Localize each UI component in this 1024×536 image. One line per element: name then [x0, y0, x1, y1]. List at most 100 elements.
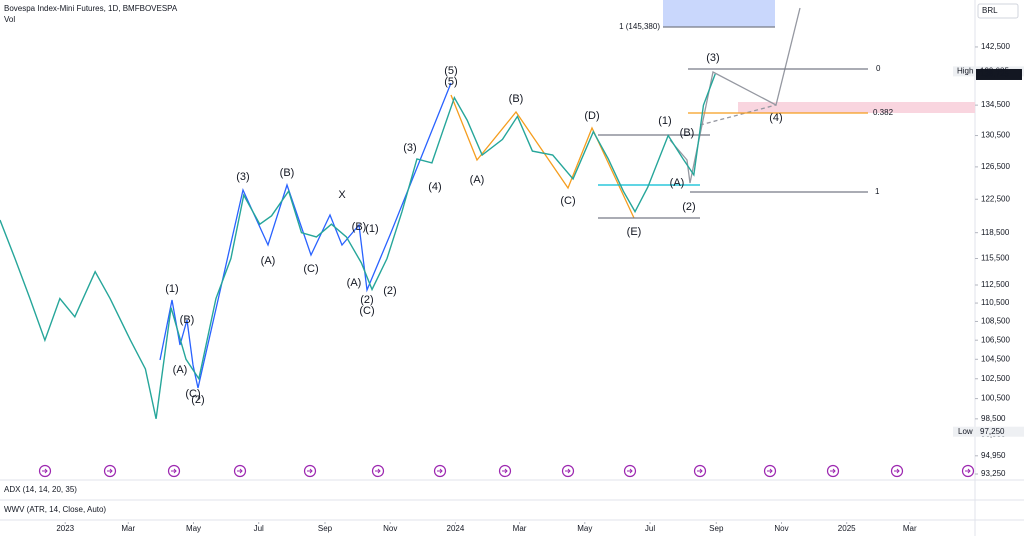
wave-label: (B): [680, 127, 695, 139]
wave-label: X: [338, 189, 346, 201]
x-tick-label: Mar: [903, 524, 917, 533]
last-price-box: [976, 68, 1022, 80]
event-icon: [437, 468, 443, 474]
wave-label: (B): [280, 167, 295, 179]
wave-label: (C): [359, 305, 374, 317]
projection-line: [669, 7, 801, 184]
x-tick-label: Mar: [121, 524, 135, 533]
y-tick-label: 100,500: [981, 394, 1010, 403]
x-tick-label: Nov: [383, 524, 397, 533]
wave-label: (C): [185, 388, 200, 400]
event-icon: [894, 468, 900, 474]
event-icon: [830, 468, 836, 474]
x-tick-label: 2023: [56, 524, 74, 533]
fib-label: 1 (145,380): [619, 22, 660, 31]
y-tick-label: 115,500: [981, 254, 1010, 263]
currency-box: [977, 3, 1019, 19]
event-icon: [42, 468, 48, 474]
projection-line: [699, 104, 777, 126]
wave-label: (B): [509, 93, 524, 105]
wave-label: (D): [584, 110, 599, 122]
x-tick-label: Mar: [513, 524, 527, 533]
low-box: [953, 426, 1024, 437]
wave-label: (2): [383, 285, 396, 297]
y-tick-label: 108,500: [981, 317, 1010, 326]
y-tick-label: 118,500: [981, 228, 1010, 237]
currency: BRL: [982, 6, 998, 15]
wave-label: (E): [627, 226, 642, 238]
wave-label: (3): [706, 52, 719, 64]
target-box: [663, 0, 775, 27]
x-tick-label: 2025: [838, 524, 856, 533]
y-tick-label: 98,500: [981, 414, 1006, 423]
wave-label: (5): [444, 65, 457, 77]
wave-label: (3): [236, 171, 249, 183]
y-tick-label: 112,500: [981, 280, 1010, 289]
y-tick-label: 142,500: [981, 42, 1010, 51]
wave-label: (A): [347, 277, 362, 289]
y-tick-label: 102,500: [981, 374, 1010, 383]
wave-label: (C): [560, 195, 575, 207]
wave-label: (B): [180, 314, 195, 326]
y-tick-label: 104,500: [981, 354, 1010, 363]
wave-label: (2): [360, 294, 373, 306]
low-label: 97,250: [980, 427, 1005, 436]
event-icon: [237, 468, 243, 474]
x-tick-label: Jul: [645, 524, 655, 533]
zone-box: [738, 102, 975, 113]
fib-label: 1: [875, 187, 880, 196]
wave-label: (1): [365, 223, 378, 235]
y-tick-label: 106,500: [981, 335, 1010, 344]
event-icon: [965, 468, 971, 474]
event-icon: [697, 468, 703, 474]
x-tick-label: May: [577, 524, 592, 533]
wave-label: (4): [769, 112, 782, 124]
x-tick-label: Sep: [709, 524, 724, 533]
price-line: [0, 73, 716, 419]
wave-label: (4): [428, 181, 441, 193]
event-icon: [565, 468, 571, 474]
y-tick-label: 134,500: [981, 100, 1010, 109]
x-tick-label: Sep: [318, 524, 333, 533]
y-tick-label: 110,500: [981, 298, 1010, 307]
wave-label: (A): [261, 255, 276, 267]
wave-label: (2): [191, 394, 204, 406]
event-icon: [307, 468, 313, 474]
indicator-label: WWV (ATR, 14, Close, Auto): [4, 505, 106, 514]
high-text: High: [957, 66, 973, 75]
indicator-label: ADX (14, 14, 20, 35): [4, 485, 77, 494]
fib-label: 0.382: [873, 108, 894, 117]
x-tick-label: Nov: [774, 524, 788, 533]
y-tick-label: 94,950: [981, 451, 1006, 460]
wave-label: (C): [303, 263, 318, 275]
wave-label: (A): [670, 177, 685, 189]
event-icon: [171, 468, 177, 474]
wave-label: (A): [173, 364, 188, 376]
volume-label: Vol: [4, 15, 15, 24]
wave-label: (1): [658, 115, 671, 127]
wave-label: (B): [352, 221, 367, 233]
x-tick-label: May: [186, 524, 201, 533]
wave-label: (3): [403, 142, 416, 154]
event-icon: [502, 468, 508, 474]
low-text: Low: [958, 427, 973, 436]
x-tick-label: Jul: [254, 524, 264, 533]
y-tick-label: 122,500: [981, 194, 1010, 203]
x-tick-label: 2024: [447, 524, 465, 533]
wave-label: (5): [444, 76, 457, 88]
wave-label: (A): [470, 174, 485, 186]
event-icon: [767, 468, 773, 474]
event-icon: [375, 468, 381, 474]
last-price-label: 138,725: [980, 70, 1009, 79]
event-icon: [107, 468, 113, 474]
chart-title: Bovespa Index-Mini Futures, 1D, BMFBOVES…: [4, 4, 178, 13]
y-tick-label: 93,250: [981, 469, 1006, 478]
y-tick-label: 130,500: [981, 131, 1010, 140]
event-icon: [627, 468, 633, 474]
wave-label: (2): [682, 201, 695, 213]
fib-label: 0: [876, 64, 881, 73]
wave-line: [159, 82, 452, 389]
wave-label: (1): [165, 283, 178, 295]
